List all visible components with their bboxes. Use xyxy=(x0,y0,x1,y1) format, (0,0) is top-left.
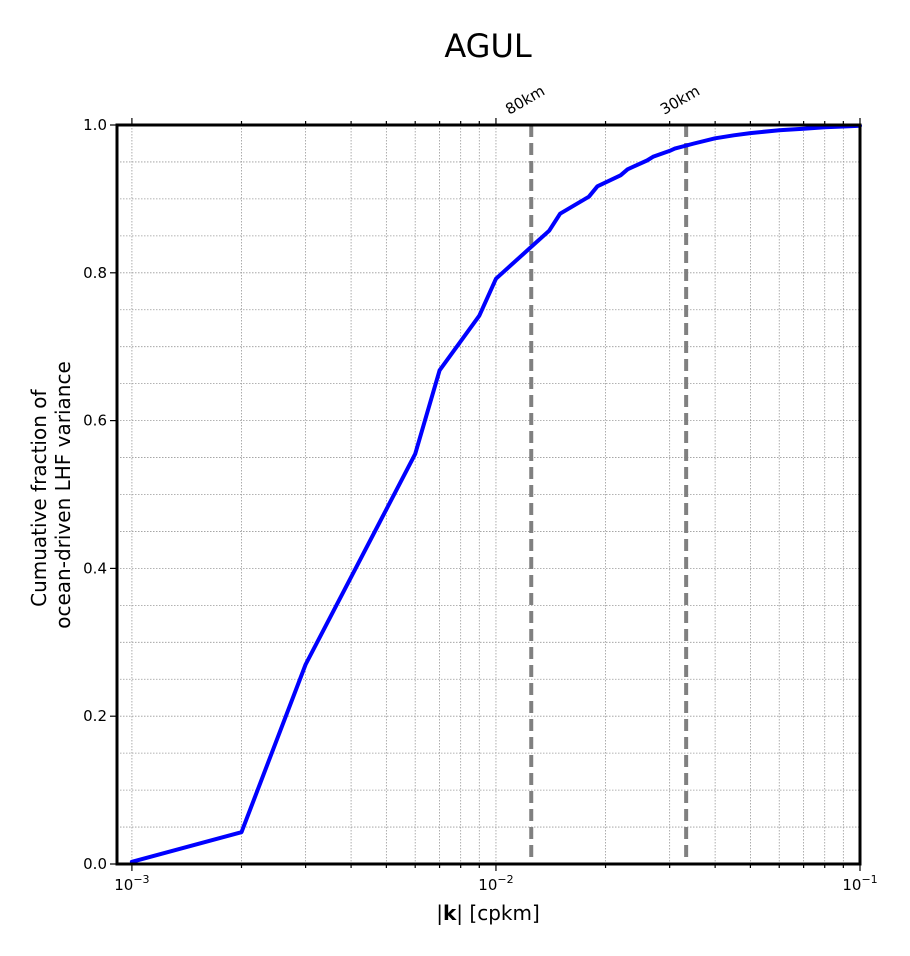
y-tick-label: 0.2 xyxy=(83,707,107,725)
x-tick-label: 10−2 xyxy=(478,873,513,894)
data-series xyxy=(129,123,862,864)
x-tick-label: 10−1 xyxy=(842,873,877,894)
y-tick-label: 0.0 xyxy=(83,855,107,873)
y-axis-label: Cumuative fraction of ocean-driven LHF v… xyxy=(27,361,75,628)
y-tick-label: 1.0 xyxy=(83,116,107,134)
series-line xyxy=(129,123,862,864)
x-tick-label: 10−3 xyxy=(114,873,149,894)
y-axis-label-line1: Cumuative fraction of xyxy=(27,389,51,607)
y-axis-label-line2: ocean-driven LHF variance xyxy=(51,361,75,628)
axis-ticks xyxy=(110,118,861,871)
y-tick-label: 0.8 xyxy=(83,264,107,282)
x-tick-labels: 10−3 10−2 10−1 xyxy=(114,873,877,894)
chart-title: AGUL xyxy=(444,27,532,65)
y-tick-label: 0.4 xyxy=(83,559,107,577)
reference-line-label: 30km xyxy=(657,82,703,119)
y-tick-labels: 0.0 0.2 0.4 0.6 0.8 1.0 xyxy=(83,116,107,873)
y-tick-label: 0.6 xyxy=(83,412,107,430)
grid-lines xyxy=(117,124,861,865)
reference-line-label: 80km xyxy=(502,82,548,119)
plot-frame xyxy=(115,123,862,866)
x-axis-label: |k| [cpkm] xyxy=(436,901,540,925)
